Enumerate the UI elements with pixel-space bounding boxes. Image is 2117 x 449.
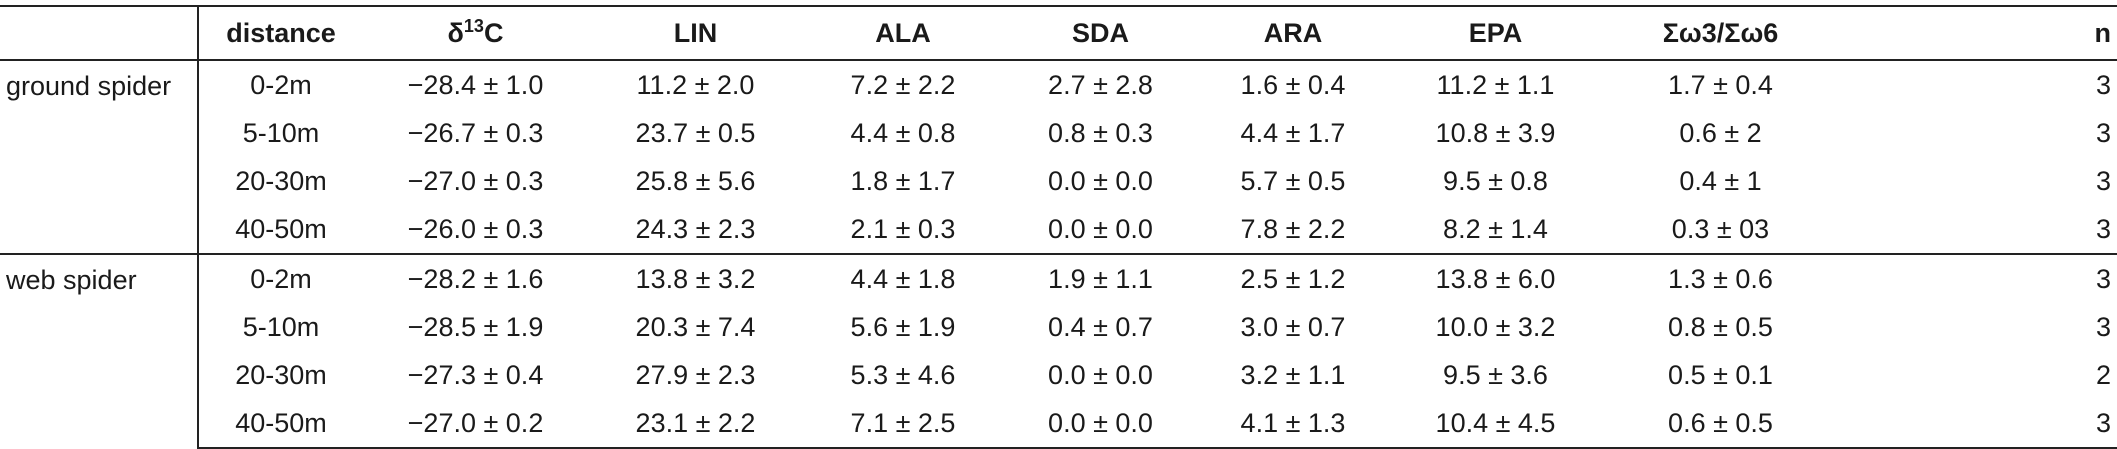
table-row: 20-30m −27.3 ± 0.4 27.9 ± 2.3 5.3 ± 4.6 0.0 … xyxy=(0,351,2117,399)
table-row: web spider 0-2m −28.2 ± 1.6 13.8 ± 3.2 4.4 ±… xyxy=(0,253,2117,448)
cell-d13c: −28.5 ± 1.9 xyxy=(407,311,544,342)
cell-d13c: −26.0 ± 0.3 xyxy=(407,213,544,244)
cell-epa: 10.8 ± 3.9 xyxy=(1435,117,1556,148)
header-n: n xyxy=(1838,5,2117,61)
delta-element: C xyxy=(483,17,504,48)
cell-ratio: 0.8 ± 0.5 xyxy=(1668,311,1773,342)
cell-epa: 9.5 ± 0.8 xyxy=(1443,165,1548,196)
header-lin: LIN xyxy=(588,5,803,61)
header-distance: distance xyxy=(198,5,363,61)
cell-distance: 0-2m xyxy=(198,253,363,303)
delta-symbol: δ xyxy=(447,17,464,48)
group-label: ground spider xyxy=(0,59,199,254)
cell-ratio: 0.6 ± 2 xyxy=(1679,117,1762,148)
cell-distance: 0-2m xyxy=(198,59,363,109)
cell-epa: 10.0 ± 3.2 xyxy=(1435,311,1556,342)
cell-n: 2 xyxy=(2095,359,2111,390)
header-ala: ALA xyxy=(803,5,1003,61)
cell-d13c: −26.7 ± 0.3 xyxy=(407,117,544,148)
cell-sda: 0.0 ± 0.0 xyxy=(1003,399,1198,449)
cell-ratio: 1.7 ± 0.4 xyxy=(1603,59,1838,109)
table-row: 40-50m −27.0 ± 0.2 23.1 ± 2.2 7.1 ± 2.5 0.0 … xyxy=(0,399,2117,449)
cell-ala: 7.2 ± 2.2 xyxy=(803,59,1003,109)
cell-sda: 0.8 ± 0.3 xyxy=(1048,117,1153,148)
cell-ratio: 0.4 ± 1 xyxy=(1679,165,1762,196)
cell-sda: 0.4 ± 0.7 xyxy=(1048,311,1153,342)
cell-d13c: −27.0 ± 0.3 xyxy=(407,165,544,196)
cell-distance: 20-30m xyxy=(235,359,327,390)
cell-epa: 13.8 ± 6.0 xyxy=(1388,253,1603,303)
cell-ara: 3.2 ± 1.1 xyxy=(1240,359,1346,390)
cell-sda: 1.9 ± 1.1 xyxy=(1003,253,1198,303)
group-label: web spider xyxy=(0,253,199,448)
cell-n: 3 xyxy=(1838,399,2117,449)
cell-distance: 40-50m xyxy=(235,213,327,244)
cell-d13c: −28.2 ± 1.6 xyxy=(363,253,588,303)
cell-distance: 5-10m xyxy=(242,311,320,342)
cell-epa: 8.2 ± 1.4 xyxy=(1443,213,1548,244)
table-row: ground spider 0-2m −28.4 ± 1.0 11.2 ± 2.0 7.… xyxy=(0,59,2117,254)
cell-lin: 23.7 ± 0.5 xyxy=(635,117,756,148)
cell-n: 3 xyxy=(2095,311,2111,342)
cell-ara: 1.6 ± 0.4 xyxy=(1198,59,1388,109)
delta-superscript: 13 xyxy=(463,15,484,36)
cell-sda: 2.7 ± 2.8 xyxy=(1003,59,1198,109)
cell-ala: 5.6 ± 1.9 xyxy=(850,311,956,342)
table-row: 5-10m −28.5 ± 1.9 20.3 ± 7.4 5.6 ± 1.9 0.4 ±… xyxy=(0,303,2117,351)
cell-epa: 11.2 ± 1.1 xyxy=(1388,59,1603,109)
cell-d13c: −27.0 ± 0.2 xyxy=(363,399,588,449)
cell-epa: 10.4 ± 4.5 xyxy=(1388,399,1603,449)
cell-lin: 24.3 ± 2.3 xyxy=(635,213,756,244)
table-body: ground spider 0-2m −28.4 ± 1.0 11.2 ± 2.0 7.… xyxy=(0,59,2117,449)
cell-ala: 4.4 ± 1.8 xyxy=(803,253,1003,303)
cell-ara: 4.1 ± 1.3 xyxy=(1198,399,1388,449)
cell-ara: 7.8 ± 2.2 xyxy=(1240,213,1346,244)
cell-n: 3 xyxy=(2095,117,2111,148)
cell-lin: 25.8 ± 5.6 xyxy=(635,165,756,196)
cell-ala: 7.1 ± 2.5 xyxy=(803,399,1003,449)
cell-d13c: −28.4 ± 1.0 xyxy=(363,59,588,109)
cell-n: 3 xyxy=(1838,253,2117,303)
table-header: distance δ13C LIN ALA SDA ARA EPA Σω3/Σω… xyxy=(0,5,2117,61)
cell-d13c: −27.3 ± 0.4 xyxy=(407,359,544,390)
cell-epa: 9.5 ± 3.6 xyxy=(1443,359,1548,390)
cell-sda: 0.0 ± 0.0 xyxy=(1048,165,1153,196)
cell-sda: 0.0 ± 0.0 xyxy=(1048,213,1153,244)
cell-ala: 1.8 ± 1.7 xyxy=(850,165,956,196)
cell-ala: 2.1 ± 0.3 xyxy=(850,213,956,244)
cell-n: 3 xyxy=(2095,165,2111,196)
header-ratio: Σω3/Σω6 xyxy=(1603,5,1838,61)
cell-n: 3 xyxy=(1838,59,2117,109)
cell-n: 3 xyxy=(2095,213,2111,244)
cell-ratio: 0.5 ± 0.1 xyxy=(1668,359,1773,390)
header-group xyxy=(0,5,199,61)
cell-ratio: 1.3 ± 0.6 xyxy=(1603,253,1838,303)
header-sda: SDA xyxy=(1003,5,1198,61)
cell-ala: 5.3 ± 4.6 xyxy=(850,359,956,390)
cell-ala: 4.4 ± 0.8 xyxy=(850,117,956,148)
cell-lin: 27.9 ± 2.3 xyxy=(635,359,756,390)
cell-lin: 20.3 ± 7.4 xyxy=(635,311,756,342)
cell-ara: 3.0 ± 0.7 xyxy=(1240,311,1346,342)
cell-distance: 40-50m xyxy=(198,399,363,449)
table-row: 40-50m −26.0 ± 0.3 24.3 ± 2.3 2.1 ± 0.3 0.0 … xyxy=(0,205,2117,254)
table-row: 5-10m −26.7 ± 0.3 23.7 ± 0.5 4.4 ± 0.8 0.8 ±… xyxy=(0,109,2117,157)
cell-ara: 4.4 ± 1.7 xyxy=(1240,117,1346,148)
cell-distance: 20-30m xyxy=(235,165,327,196)
cell-lin: 11.2 ± 2.0 xyxy=(588,59,803,109)
fatty-acid-table: distance δ13C LIN ALA SDA ARA EPA Σω3/Σω… xyxy=(0,5,2117,449)
header-delta13c: δ13C xyxy=(363,5,588,61)
cell-ratio: 0.6 ± 0.5 xyxy=(1603,399,1838,449)
cell-lin: 13.8 ± 3.2 xyxy=(588,253,803,303)
header-epa: EPA xyxy=(1388,5,1603,61)
cell-distance: 5-10m xyxy=(242,117,320,148)
header-row: distance δ13C LIN ALA SDA ARA EPA Σω3/Σω… xyxy=(0,5,2117,61)
cell-ratio: 0.3 ± 03 xyxy=(1671,213,1770,244)
cell-ara: 2.5 ± 1.2 xyxy=(1198,253,1388,303)
table-row: 20-30m −27.0 ± 0.3 25.8 ± 5.6 1.8 ± 1.7 0.0 … xyxy=(0,157,2117,205)
header-ara: ARA xyxy=(1198,5,1388,61)
cell-lin: 23.1 ± 2.2 xyxy=(588,399,803,449)
cell-ara: 5.7 ± 0.5 xyxy=(1240,165,1346,196)
cell-sda: 0.0 ± 0.0 xyxy=(1048,359,1153,390)
